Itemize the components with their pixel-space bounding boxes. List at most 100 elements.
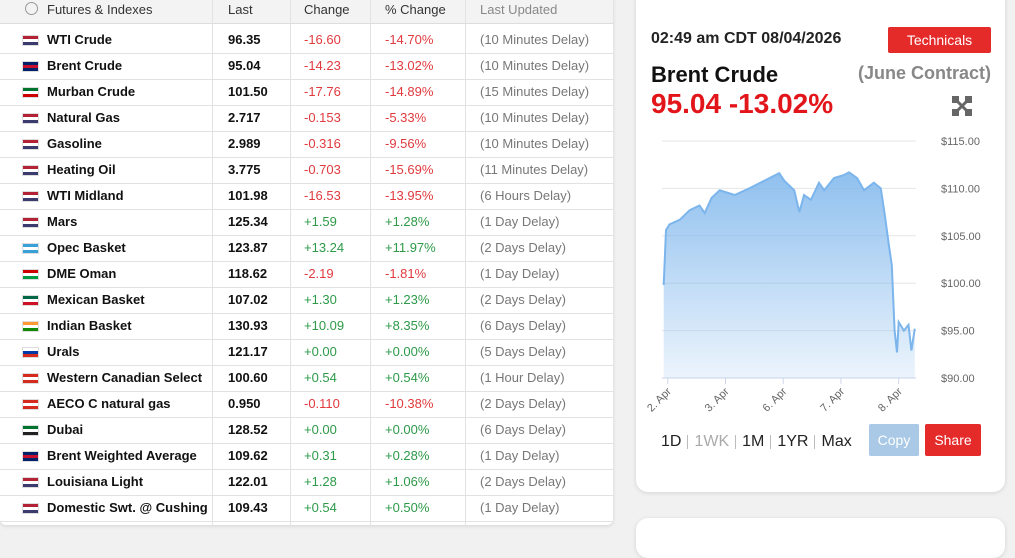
table-row: Urals 121.17 +0.00 +0.00% (5 Days Delay) [0, 339, 613, 366]
last-updated: (1 Hour Delay) [480, 370, 565, 385]
y-tick-label: $95.00 [941, 326, 975, 338]
x-tick-label: 3. Apr [703, 385, 732, 414]
name: Indian Basket [47, 318, 132, 333]
change: +0.54 [304, 500, 337, 515]
price-change: -13.02% [728, 88, 834, 119]
range-option[interactable]: Max [814, 434, 857, 450]
flag-icon [22, 35, 39, 46]
last: 0.950 [228, 396, 261, 411]
header-cell: Last Updated [480, 2, 558, 17]
last: 128.52 [228, 422, 268, 437]
table-row: Mexican Basket 107.02 +1.30 +1.23% (2 Days D… [0, 287, 613, 314]
change: -0.153 [304, 110, 341, 125]
range-option[interactable]: 1WK [687, 434, 735, 450]
change: -0.703 [304, 162, 341, 177]
table-row: Indian Basket 130.93 +10.09 +8.35% (6 Days D… [0, 313, 613, 340]
name: Murban Crude [47, 84, 136, 99]
last: 123.87 [228, 240, 268, 255]
range-option[interactable]: 1M [735, 434, 770, 450]
change: +10.09 [304, 318, 345, 333]
expand-icon[interactable] [952, 96, 972, 116]
table-row: DME Oman 118.62 -2.19 -1.81% (1 Day Delay) [0, 261, 613, 288]
table-row: Brent Crude 95.04 -14.23 -13.02% (10 Minutes… [0, 53, 613, 80]
flag-icon [22, 61, 39, 72]
change: +1.30 [304, 292, 337, 307]
last-updated: (1 Day Delay) [480, 266, 560, 281]
technicals-button[interactable]: Technicals [888, 27, 991, 53]
last-updated: (10 Minutes Delay) [480, 58, 590, 73]
header-cell: Last [228, 2, 253, 17]
last: 125.34 [228, 214, 268, 229]
last: 96.35 [228, 32, 261, 47]
futures-table: Futures & Indexes Last Change % Change Last … [0, 0, 613, 525]
quote-time: 02:49 am CDT 08/04/2026 [651, 30, 842, 47]
name: Opec Basket [47, 240, 126, 255]
x-tick-label: 7. Apr [818, 385, 847, 414]
last: 121.17 [228, 344, 268, 359]
last-updated: (6 Days Delay) [480, 318, 566, 333]
range-option[interactable]: 1YR [770, 434, 814, 450]
last-updated: (2 Days Delay) [480, 474, 566, 489]
range-option[interactable]: 1D [661, 433, 682, 450]
last: 130.93 [228, 318, 268, 333]
last: 101.50 [228, 84, 268, 99]
copy-button[interactable]: Copy [869, 424, 919, 456]
change: +0.00 [304, 344, 337, 359]
table-row: WTI Crude 96.35 -16.60 -14.70% (10 Minutes D… [0, 27, 613, 54]
name: Western Canadian Select [47, 370, 203, 385]
change: -17.76 [304, 84, 341, 99]
last: 2.717 [228, 110, 261, 125]
share-button[interactable]: Share [925, 424, 981, 456]
table-row: Domestic Swt. @ Cushing 109.43 +0.54 +0.50%… [0, 495, 613, 522]
flag-icon [22, 243, 39, 254]
percent-change: +8.35% [385, 318, 430, 333]
last: 107.02 [228, 292, 268, 307]
range-selector: 1D 1WK 1M 1YR Max [661, 433, 858, 451]
flag-icon [22, 139, 39, 150]
last: 109.62 [228, 448, 268, 463]
table-row: WTI Midland 101.98 -16.53 -13.95% (6 Hours D… [0, 183, 613, 210]
percent-change: -13.02% [385, 58, 434, 73]
flag-icon [22, 451, 39, 462]
table-row: Heating Oil 3.775 -0.703 -15.69% (11 Minutes… [0, 157, 613, 184]
name: WTI Midland [47, 188, 124, 203]
name: Heating Oil [47, 162, 116, 177]
percent-change: +11.97% [385, 240, 436, 255]
percent-change: +1.28% [385, 214, 430, 229]
column-divider [212, 0, 213, 525]
table-row: Mars 125.34 +1.59 +1.28% (1 Day Delay) [0, 209, 613, 236]
header-cell: Change [304, 2, 350, 17]
table-row: Murban Crude 101.50 -17.76 -14.89% (15 Minut… [0, 79, 613, 106]
name: Louisiana Light [47, 474, 144, 489]
flag-icon [22, 399, 39, 410]
y-tick-label: $115.00 [941, 136, 980, 148]
flag-icon [22, 295, 39, 306]
flag-icon [22, 373, 39, 384]
percent-change: +1.06% [385, 474, 430, 489]
name: WTI Crude [47, 32, 112, 47]
name: AECO C natural gas [47, 396, 171, 411]
flag-icon [22, 347, 39, 358]
last-updated: (10 Minutes Delay) [480, 136, 590, 151]
flag-icon [22, 191, 39, 202]
price-line: 95.04 -13.02% [651, 88, 833, 120]
name: Brent Weighted Average [47, 448, 197, 463]
last: 101.98 [228, 188, 268, 203]
change: +1.28 [304, 474, 337, 489]
last: 95.04 [228, 58, 261, 73]
percent-change: -5.33% [385, 110, 427, 125]
table-row: Louisiana Light 122.01 +1.28 +1.06% (2 Days … [0, 469, 613, 496]
flag-icon [22, 425, 39, 436]
globe-icon [25, 2, 38, 15]
name: Natural Gas [47, 110, 120, 125]
table-row: Brent Weighted Average 109.62 +0.31 +0.28% (… [0, 443, 613, 470]
last-updated: (6 Days Delay) [480, 422, 566, 437]
last-updated: (10 Minutes Delay) [480, 32, 590, 47]
last: 2.989 [228, 136, 261, 151]
column-divider [370, 0, 371, 525]
flag-icon [22, 165, 39, 176]
percent-change: +0.00% [385, 422, 430, 437]
column-divider [465, 0, 466, 525]
last: 109.43 [228, 500, 268, 515]
